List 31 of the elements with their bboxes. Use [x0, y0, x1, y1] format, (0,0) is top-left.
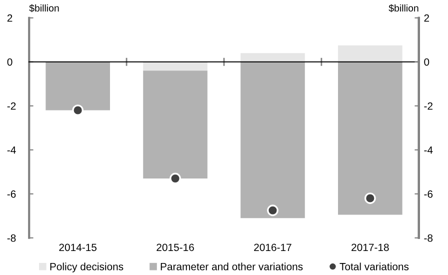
legend-label: Parameter and other variations [160, 262, 303, 270]
bar [143, 70, 208, 178]
y-tick-label: -4 [7, 146, 16, 154]
y2-axis-title: $billion [388, 4, 418, 12]
x-tick-label: 2014-15 [59, 244, 97, 252]
bar [143, 62, 208, 71]
x-tick-label: 2017-18 [352, 244, 389, 252]
y2-tick-label: -2 [424, 102, 432, 110]
bar [240, 62, 305, 218]
bar [338, 62, 402, 215]
legend-label: Total variations [340, 262, 409, 270]
x-tick-label: 2015-16 [156, 244, 194, 252]
point [72, 104, 84, 116]
y-tick-label: -8 [7, 234, 16, 242]
bar [240, 53, 305, 62]
y-tick-label: -6 [7, 190, 16, 198]
y2-tick-label: -6 [424, 190, 433, 198]
bar [46, 62, 110, 110]
y2-tick-label: 0 [424, 58, 430, 66]
y-axis-title: $billion [29, 4, 59, 12]
y-tick-label: 0 [7, 58, 12, 66]
legend-label: Policy decisions [50, 262, 124, 272]
y2-tick-label: 2 [424, 14, 430, 22]
x-tick-label: 2016-17 [254, 244, 292, 252]
bar [338, 45, 402, 62]
point [364, 192, 376, 204]
y2-tick-label: -4 [424, 146, 433, 154]
point [267, 204, 278, 216]
y-tick-label: 2 [7, 14, 12, 22]
y-tick-label: -2 [7, 102, 16, 110]
y2-tick-label: -8 [424, 234, 433, 242]
